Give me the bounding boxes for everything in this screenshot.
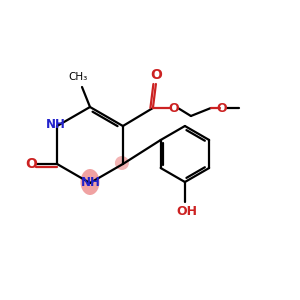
Text: CH₃: CH₃ bbox=[68, 72, 88, 82]
Text: NH: NH bbox=[81, 176, 101, 188]
Text: NH: NH bbox=[46, 118, 66, 131]
Text: O: O bbox=[25, 157, 37, 171]
Text: O: O bbox=[217, 101, 227, 115]
Ellipse shape bbox=[115, 156, 129, 170]
Text: O: O bbox=[169, 101, 179, 115]
Text: OH: OH bbox=[176, 205, 197, 218]
Text: O: O bbox=[150, 68, 162, 82]
Ellipse shape bbox=[80, 169, 100, 195]
